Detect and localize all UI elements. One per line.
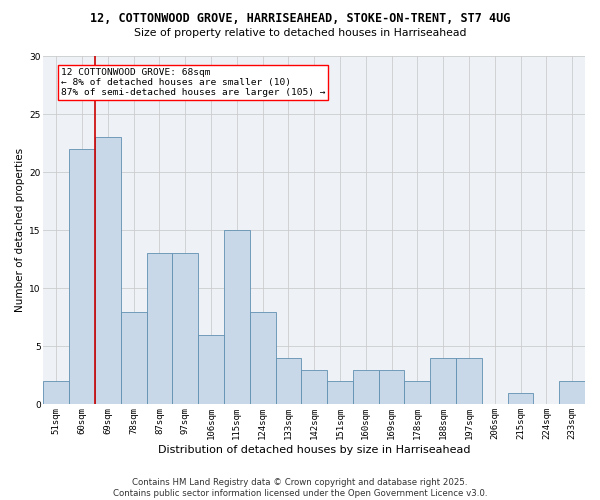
Bar bbox=[69, 149, 95, 405]
Bar bbox=[559, 381, 585, 404]
Bar bbox=[198, 334, 224, 404]
Bar bbox=[43, 381, 69, 404]
Bar bbox=[430, 358, 456, 405]
Text: Contains HM Land Registry data © Crown copyright and database right 2025.
Contai: Contains HM Land Registry data © Crown c… bbox=[113, 478, 487, 498]
Text: 12 COTTONWOOD GROVE: 68sqm
← 8% of detached houses are smaller (10)
87% of semi-: 12 COTTONWOOD GROVE: 68sqm ← 8% of detac… bbox=[61, 68, 325, 98]
Bar bbox=[508, 393, 533, 404]
Text: Size of property relative to detached houses in Harriseahead: Size of property relative to detached ho… bbox=[134, 28, 466, 38]
Bar bbox=[121, 312, 146, 404]
Bar bbox=[327, 381, 353, 404]
Bar bbox=[172, 254, 198, 404]
Bar bbox=[301, 370, 327, 404]
Bar bbox=[456, 358, 482, 405]
Bar bbox=[353, 370, 379, 404]
Text: 12, COTTONWOOD GROVE, HARRISEAHEAD, STOKE-ON-TRENT, ST7 4UG: 12, COTTONWOOD GROVE, HARRISEAHEAD, STOK… bbox=[90, 12, 510, 26]
Bar bbox=[250, 312, 275, 404]
Bar bbox=[275, 358, 301, 405]
Bar bbox=[95, 138, 121, 404]
Bar bbox=[146, 254, 172, 404]
Bar bbox=[404, 381, 430, 404]
Bar bbox=[224, 230, 250, 404]
Y-axis label: Number of detached properties: Number of detached properties bbox=[15, 148, 25, 312]
Bar bbox=[379, 370, 404, 404]
X-axis label: Distribution of detached houses by size in Harriseahead: Distribution of detached houses by size … bbox=[158, 445, 470, 455]
